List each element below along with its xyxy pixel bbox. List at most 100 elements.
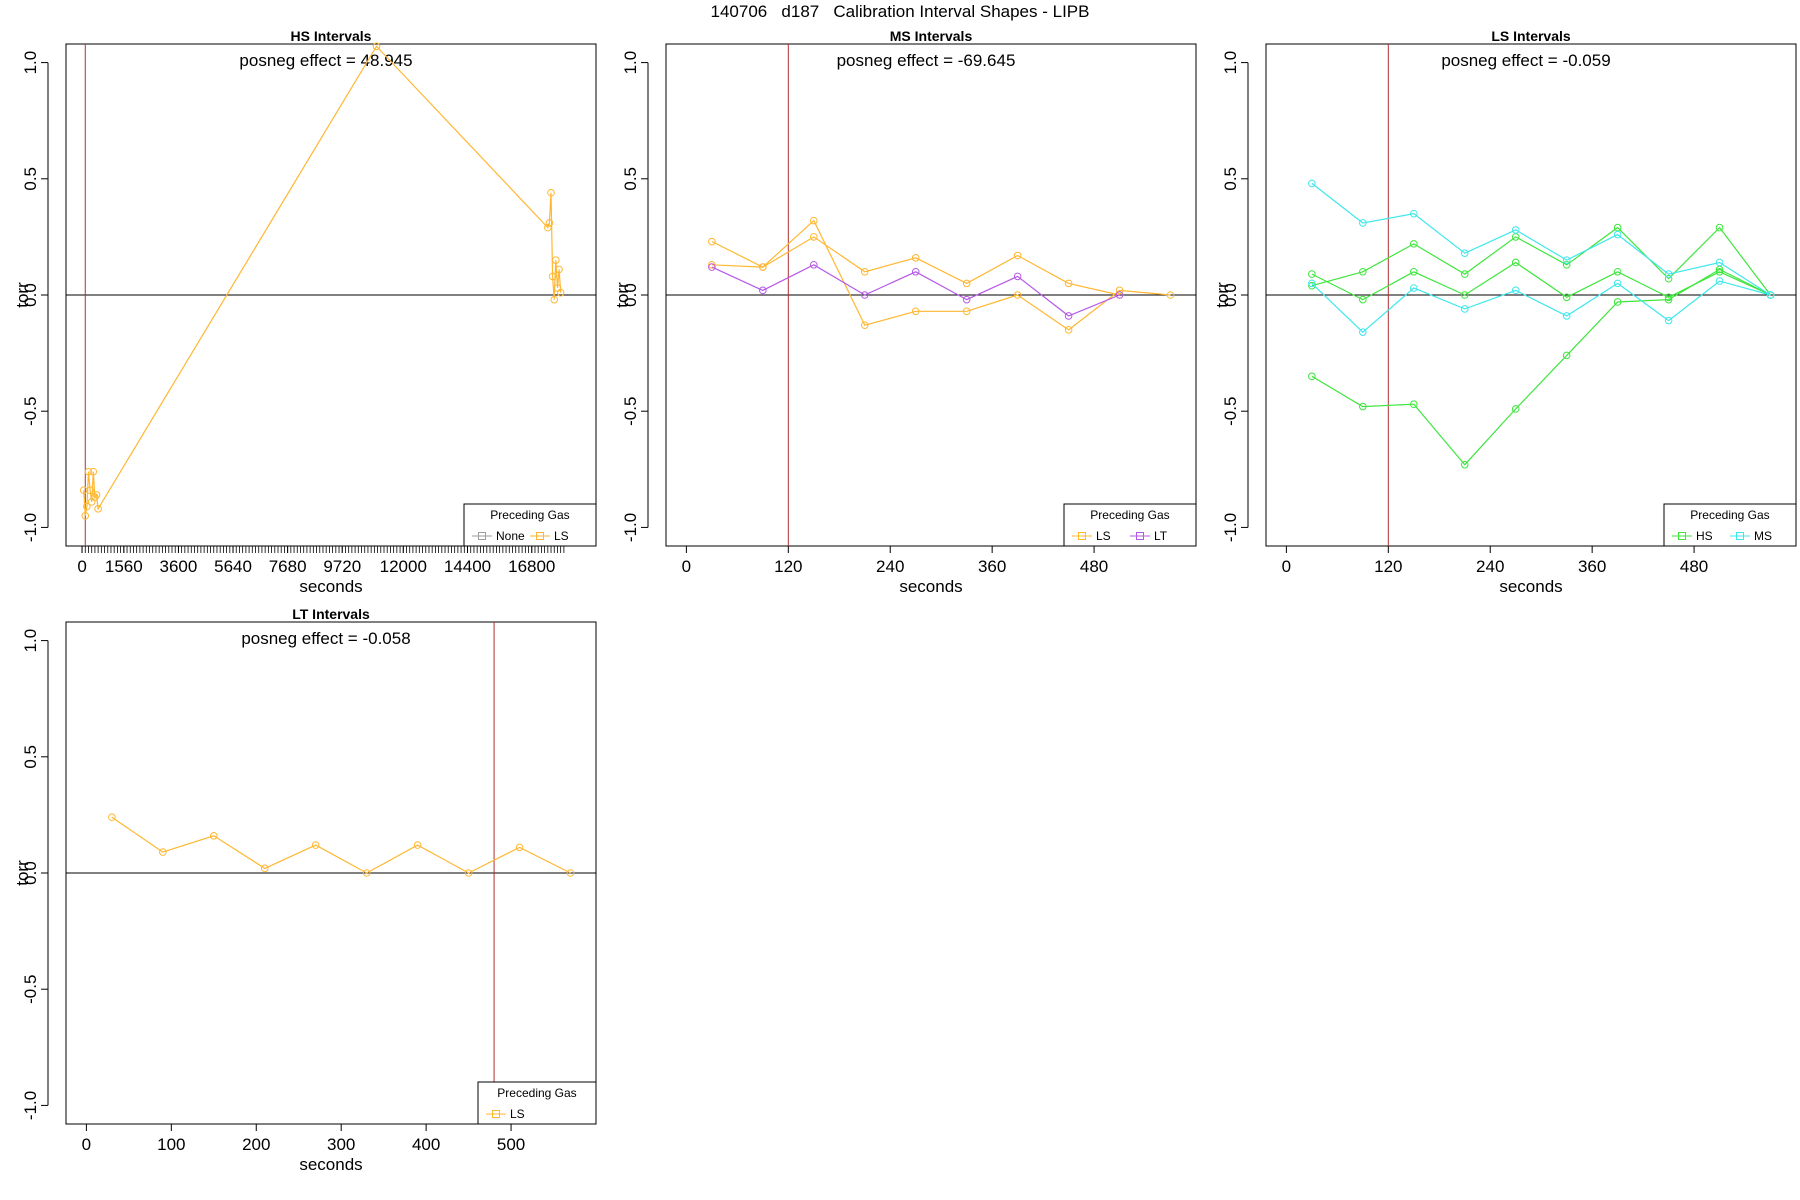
- data-point: [1013, 291, 1022, 299]
- data-point: [83, 502, 91, 511]
- series-line-MS: [1311, 182, 1771, 296]
- data-point: [911, 254, 920, 262]
- y-tick-label: -1.0: [21, 513, 40, 542]
- data-point: [708, 260, 716, 269]
- data-point: [1562, 256, 1571, 264]
- series-line-HS: [1311, 261, 1771, 301]
- x-tick-label: 100: [157, 1135, 185, 1154]
- data-point: [1664, 274, 1673, 283]
- data-point: [1613, 267, 1622, 276]
- data-point: [91, 493, 99, 501]
- data-point: [1409, 400, 1418, 409]
- panel-title: LS Intervals: [1491, 28, 1571, 44]
- y-axis-label: torr: [13, 282, 32, 308]
- data-point: [911, 267, 920, 276]
- y-tick-label: 0.0: [21, 283, 40, 307]
- x-tick-label: 12000: [380, 557, 427, 576]
- legend: Preceding Gas HS MS: [1663, 503, 1797, 547]
- data-point: [1664, 295, 1673, 304]
- x-tick-label: 360: [978, 557, 1006, 576]
- legend-marker-LT: [1136, 532, 1144, 540]
- data-point: [1115, 291, 1124, 299]
- x-tick-label: 360: [1578, 557, 1606, 576]
- y-tick-label: 0.0: [1221, 283, 1240, 307]
- data-point: [1613, 279, 1622, 288]
- series-line-LS: [711, 236, 1120, 296]
- legend-title: Preceding Gas: [490, 508, 569, 522]
- legend-marker-LS: [536, 532, 544, 540]
- x-tick-label: 200: [242, 1135, 270, 1154]
- legend-label: HS: [1696, 529, 1713, 543]
- data-point: [809, 216, 818, 225]
- x-axis-label: seconds: [1499, 577, 1562, 596]
- data-point: [1115, 286, 1124, 295]
- data-point: [555, 265, 563, 274]
- chart-panel-hs: HS Intervals -1.0 -0.5 0.0 0.5 1.0 torr 0 1560 36…: [13, 28, 597, 596]
- data-point: [962, 307, 971, 316]
- data-point: [708, 263, 716, 271]
- data-point: [1613, 298, 1622, 306]
- data-point: [1562, 260, 1571, 269]
- data-point: [1064, 312, 1073, 320]
- legend-marker-LS: [1078, 532, 1086, 540]
- chart-panel-ls: LS Intervals -1.0 -0.5 0.0 0.5 1.0 torr 0 120 240…: [1213, 28, 1797, 596]
- posneg-annotation: posneg effect = -0.058: [241, 629, 410, 648]
- x-tick-label: 1560: [105, 557, 143, 576]
- x-tick-label: 120: [774, 557, 802, 576]
- data-point: [1166, 291, 1175, 299]
- chart-panel-ms: MS Intervals -1.0 -0.5 0.0 0.5 1.0 torr 0 120 240…: [613, 28, 1197, 596]
- legend-marker-None: [478, 532, 486, 540]
- data-point: [1664, 316, 1673, 325]
- x-tick-label: 5640: [214, 557, 252, 576]
- data-point: [89, 467, 98, 476]
- series-line-LS: [711, 219, 1171, 331]
- data-point: [860, 267, 869, 276]
- x-tick-label: 500: [497, 1135, 525, 1154]
- legend-title: Preceding Gas: [1690, 508, 1769, 522]
- x-tick-label: 120: [1374, 557, 1402, 576]
- y-axis-label: torr: [1213, 282, 1232, 308]
- data-point: [413, 841, 422, 849]
- data-point: [108, 813, 116, 822]
- y-tick-label: 0.5: [1221, 167, 1240, 191]
- y-tick-label: -1.0: [621, 513, 640, 542]
- data-point: [84, 467, 93, 476]
- legend-marker-HS: [1678, 532, 1686, 540]
- posneg-annotation: posneg effect = 48.945: [239, 51, 412, 70]
- data-point: [809, 260, 818, 269]
- x-axis-label: seconds: [899, 577, 962, 596]
- x-tick-label: 480: [1080, 557, 1108, 576]
- x-axis-label: seconds: [299, 1155, 362, 1174]
- data-point: [1409, 240, 1418, 248]
- data-point: [1664, 270, 1673, 278]
- data-point: [545, 219, 554, 227]
- data-point: [1766, 291, 1775, 299]
- data-point: [556, 288, 565, 297]
- data-point: [1359, 219, 1367, 227]
- chart-panel-lt: LT Intervals -1.0 -0.5 0.0 0.5 1.0 torr 0 100 200…: [13, 606, 597, 1174]
- x-tick-label: 400: [412, 1135, 440, 1154]
- data-point: [515, 843, 524, 852]
- data-point: [1013, 272, 1022, 281]
- data-point: [1511, 405, 1520, 413]
- data-point: [1064, 326, 1073, 334]
- series-line-LS: [111, 816, 571, 874]
- data-point: [860, 291, 869, 299]
- x-tick-label: 0: [77, 557, 86, 576]
- data-point: [1613, 230, 1622, 239]
- panel-title: LT Intervals: [292, 606, 370, 622]
- data-point: [962, 295, 971, 304]
- legend: Preceding Gas LS LT: [1063, 503, 1197, 547]
- x-tick-label: 9720: [323, 557, 361, 576]
- y-tick-label: -1.0: [21, 1091, 40, 1120]
- y-tick-label: -0.5: [21, 975, 40, 1004]
- figure-title: 140706 d187 Calibration Interval Shapes …: [710, 2, 1090, 21]
- x-tick-label: 0: [682, 557, 691, 576]
- x-tick-label: 300: [327, 1135, 355, 1154]
- legend-label: LS: [510, 1107, 525, 1121]
- data-point: [1013, 251, 1022, 260]
- legend-label: MS: [1754, 529, 1772, 543]
- y-tick-label: 1.0: [21, 51, 40, 75]
- y-tick-label: 1.0: [21, 629, 40, 653]
- x-tick-label: 0: [82, 1135, 91, 1154]
